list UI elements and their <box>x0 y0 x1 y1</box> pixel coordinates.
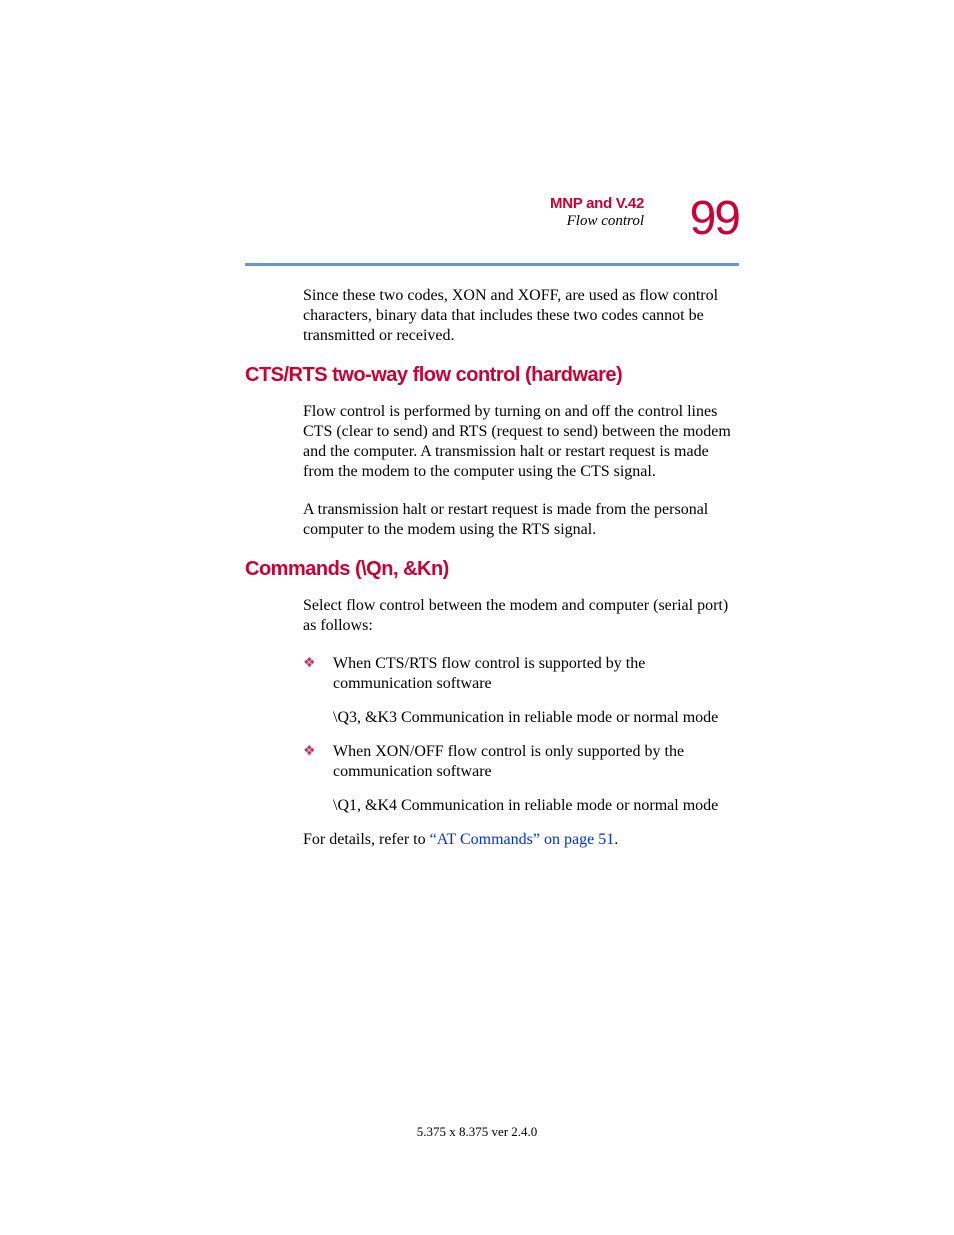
body-paragraph: A transmission halt or restart request i… <box>303 500 739 540</box>
header-divider <box>245 263 739 266</box>
body-paragraph: Select flow control between the modem an… <box>303 596 739 636</box>
bullet-text: When XON/OFF flow control is only suppor… <box>333 743 684 780</box>
list-item: ❖ When XON/OFF flow control is only supp… <box>303 742 739 816</box>
page-header: MNP and V.42 Flow control 99 <box>245 195 739 243</box>
section-subtitle: Flow control <box>567 213 644 230</box>
diamond-bullet-icon: ❖ <box>303 743 316 761</box>
bullet-subtext: \Q3, &K3 Communication in reliable mode … <box>333 708 739 728</box>
page-footer: 5.375 x 8.375 ver 2.4.0 <box>0 1124 954 1140</box>
section-heading-cts-rts: CTS/RTS two-way flow control (hardware) <box>245 364 739 387</box>
bullet-text: When CTS/RTS flow control is supported b… <box>333 655 645 692</box>
bullet-list: ❖ When CTS/RTS flow control is supported… <box>303 654 739 816</box>
closing-suffix: . <box>614 831 618 848</box>
intro-paragraph: Since these two codes, XON and XOFF, are… <box>303 286 739 346</box>
closing-paragraph: For details, refer to “AT Commands” on p… <box>303 830 739 850</box>
body-paragraph: Flow control is performed by turning on … <box>303 402 739 482</box>
bullet-subtext: \Q1, &K4 Communication in reliable mode … <box>333 796 739 816</box>
closing-prefix: For details, refer to <box>303 831 430 848</box>
chapter-title: MNP and V.42 <box>550 195 644 212</box>
cross-reference-link[interactable]: “AT Commands” on page 51 <box>430 831 615 848</box>
content-body: Since these two codes, XON and XOFF, are… <box>245 286 739 850</box>
list-item: ❖ When CTS/RTS flow control is supported… <box>303 654 739 728</box>
diamond-bullet-icon: ❖ <box>303 655 316 673</box>
page-number: 99 <box>690 195 739 243</box>
page-container: MNP and V.42 Flow control 99 Since these… <box>0 0 954 850</box>
section-heading-commands: Commands (\Qn, &Kn) <box>245 558 739 581</box>
